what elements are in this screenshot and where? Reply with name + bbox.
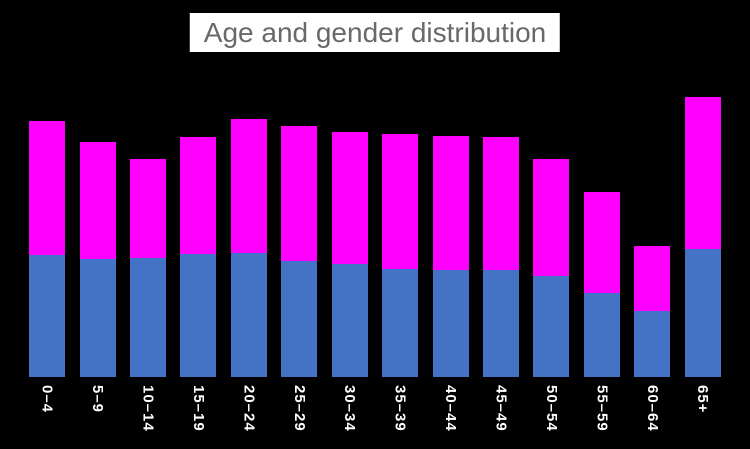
bar-slot bbox=[375, 60, 425, 377]
x-axis-label: 30–34 bbox=[341, 385, 359, 432]
x-axis-label: 40–44 bbox=[442, 385, 460, 432]
chart-title: Age and gender distribution bbox=[189, 13, 561, 52]
bar-segment-upper-magenta-segment bbox=[382, 134, 419, 270]
x-axis-labels: 0–4 5–9 10–14 15–19 20–24 25–29 30–34 35–39 40–4… bbox=[22, 385, 728, 432]
x-axis-label-slot: 15–19 bbox=[173, 385, 223, 432]
x-axis-label: 25–29 bbox=[290, 385, 308, 432]
x-axis-label: 15–19 bbox=[189, 385, 207, 432]
bar-segment-upper-magenta-segment bbox=[684, 97, 721, 249]
x-axis-label-slot: 10–14 bbox=[123, 385, 173, 432]
bar-segment-upper-magenta-segment bbox=[331, 132, 368, 264]
stacked-bar bbox=[432, 136, 469, 377]
bar-slot bbox=[677, 60, 727, 377]
x-axis-label-slot: 30–34 bbox=[325, 385, 375, 432]
bar-segment-upper-magenta-segment bbox=[281, 125, 318, 261]
bar-segment-upper-magenta-segment bbox=[79, 142, 116, 259]
x-axis-label-slot: 50–54 bbox=[526, 385, 576, 432]
stacked-bar bbox=[79, 142, 116, 377]
stacked-bar bbox=[483, 137, 519, 377]
bar-slot bbox=[425, 60, 475, 377]
bar-segment-lower-blue-segment bbox=[79, 259, 116, 377]
x-axis-label-slot: 40–44 bbox=[425, 385, 475, 432]
x-axis-label-slot: 25–29 bbox=[274, 385, 324, 432]
bar-segment-lower-blue-segment bbox=[634, 310, 671, 377]
bar-slot bbox=[274, 60, 324, 377]
bar-segment-lower-blue-segment bbox=[331, 263, 368, 377]
bar-segment-lower-blue-segment bbox=[432, 270, 469, 377]
x-axis-label: 20–24 bbox=[240, 385, 258, 432]
stacked-bar bbox=[180, 137, 217, 377]
stacked-bar bbox=[684, 97, 721, 377]
x-axis-label-slot: 5–9 bbox=[72, 385, 122, 432]
bar-segment-lower-blue-segment bbox=[583, 293, 620, 377]
stacked-bar bbox=[130, 159, 167, 377]
bar-segment-upper-magenta-segment bbox=[130, 159, 167, 259]
x-axis-label: 0–4 bbox=[38, 385, 56, 414]
plot-area bbox=[22, 60, 728, 377]
stacked-bar bbox=[29, 121, 66, 377]
x-axis-label: 5–9 bbox=[89, 385, 107, 414]
bar-slot bbox=[22, 60, 72, 377]
x-axis-label: 50–54 bbox=[542, 385, 560, 432]
x-axis-label-slot: 0–4 bbox=[22, 385, 72, 432]
x-axis-label: 10–14 bbox=[139, 385, 157, 432]
bar-segment-lower-blue-segment bbox=[29, 255, 66, 377]
x-axis-label: 60–64 bbox=[643, 385, 661, 432]
x-axis-label-slot: 65+ bbox=[677, 385, 727, 432]
x-axis-label-slot: 45–49 bbox=[476, 385, 526, 432]
x-axis-label: 45–49 bbox=[492, 385, 510, 432]
stacked-bar bbox=[331, 132, 368, 377]
x-axis-label-slot: 55–59 bbox=[577, 385, 627, 432]
bar-segment-upper-magenta-segment bbox=[634, 245, 671, 311]
stacked-bar bbox=[634, 245, 671, 377]
x-axis-label: 35–39 bbox=[391, 385, 409, 432]
bar-slot bbox=[224, 60, 274, 377]
bar-slot bbox=[123, 60, 173, 377]
stacked-bar bbox=[281, 125, 318, 377]
bar-segment-lower-blue-segment bbox=[130, 258, 167, 377]
bar-slot bbox=[627, 60, 677, 377]
bar-segment-lower-blue-segment bbox=[230, 252, 267, 377]
bar-segment-lower-blue-segment bbox=[180, 254, 217, 377]
bar-segment-upper-magenta-segment bbox=[230, 119, 267, 253]
x-axis-label: 65+ bbox=[694, 385, 712, 414]
bar-segment-lower-blue-segment bbox=[483, 270, 519, 377]
bar-slot bbox=[173, 60, 223, 377]
bar-segment-lower-blue-segment bbox=[382, 269, 419, 377]
bar-slot bbox=[577, 60, 627, 377]
bar-segment-upper-magenta-segment bbox=[483, 137, 519, 271]
bar-slot bbox=[72, 60, 122, 377]
bar-segment-upper-magenta-segment bbox=[533, 158, 570, 276]
x-axis-label-slot: 35–39 bbox=[375, 385, 425, 432]
stacked-bar bbox=[583, 192, 620, 377]
bar-slot bbox=[526, 60, 576, 377]
x-axis-label-slot: 60–64 bbox=[627, 385, 677, 432]
x-axis-label-slot: 20–24 bbox=[224, 385, 274, 432]
stacked-bar bbox=[533, 158, 570, 377]
bar-slot bbox=[325, 60, 375, 377]
bar-segment-lower-blue-segment bbox=[684, 249, 721, 377]
bar-segment-lower-blue-segment bbox=[533, 275, 570, 377]
bar-segment-upper-magenta-segment bbox=[180, 137, 217, 255]
bar-segment-lower-blue-segment bbox=[281, 261, 318, 377]
bar-slot bbox=[476, 60, 526, 377]
bar-segment-upper-magenta-segment bbox=[583, 192, 620, 294]
stacked-bar bbox=[230, 119, 267, 377]
bar-segment-upper-magenta-segment bbox=[432, 136, 469, 271]
x-axis-label: 55–59 bbox=[593, 385, 611, 432]
stacked-bar bbox=[382, 134, 419, 377]
bar-segment-upper-magenta-segment bbox=[29, 121, 66, 256]
